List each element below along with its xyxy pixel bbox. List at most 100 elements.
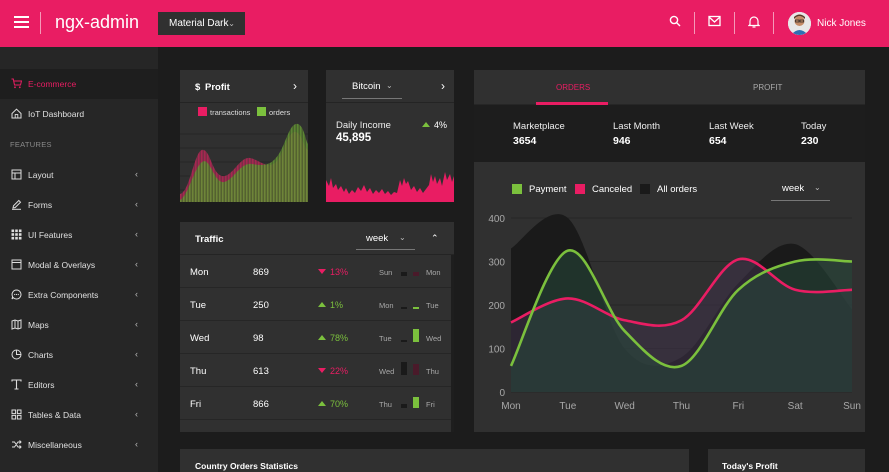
browser-icon <box>11 259 22 270</box>
avatar[interactable] <box>788 12 811 35</box>
legend-payment-swatch <box>512 184 522 194</box>
legend-canceled-label: Canceled <box>592 184 633 195</box>
traffic-day: Mon <box>190 267 209 278</box>
profit-card: $ Profit › transactions orders <box>180 70 308 202</box>
summary-marketplace: Marketplace 3654 <box>513 121 565 147</box>
sidebar-item-tables-data[interactable]: Tables & Data ‹ <box>0 400 158 430</box>
crypto-select-value: Bitcoin <box>352 81 381 92</box>
traffic-prev-day: Sun <box>379 268 393 277</box>
bell-icon[interactable] <box>748 15 760 28</box>
traffic-period-select[interactable]: week ⌄ <box>356 230 415 250</box>
daily-income-label: Daily Income <box>336 120 391 131</box>
table-row: Mon 869 13% Sun Mon <box>180 255 451 288</box>
traffic-value: 866 <box>253 399 269 410</box>
sidebar-item-maps[interactable]: Maps ‹ <box>0 310 158 340</box>
sidebar-item-editors[interactable]: Editors ‹ <box>0 370 158 400</box>
traffic-card-header: Traffic week ⌄ ⌃ <box>180 222 454 255</box>
sidebar-item-forms[interactable]: Forms ‹ <box>0 190 158 220</box>
traffic-prev-bar <box>401 307 407 309</box>
sidebar-item-e-commerce[interactable]: E-commerce <box>0 69 158 99</box>
y-tick-label: 300 <box>488 258 505 269</box>
y-tick-label: 0 <box>499 388 505 399</box>
orders-period-value: week <box>782 183 805 194</box>
x-tick-label: Sun <box>843 401 861 412</box>
orders-period-select[interactable]: week ⌄ <box>771 178 830 201</box>
y-tick-label: 200 <box>488 301 505 312</box>
shuffle-icon <box>12 440 22 449</box>
todays-profit-title: Today's Profit <box>722 461 778 471</box>
country-orders-card: Country Orders Statistics <box>180 449 689 472</box>
grid-2x2-icon <box>11 409 22 420</box>
sidebar: E-commerce IoT Dashboard FEATURES Layout… <box>0 47 158 472</box>
summary-last-month: Last Month 946 <box>613 121 660 147</box>
chevron-left-icon: ‹ <box>135 409 138 419</box>
sidebar-item-extra-components[interactable]: Extra Components ‹ <box>0 280 158 310</box>
sidebar-item-ui-features[interactable]: UI Features ‹ <box>0 220 158 250</box>
bitcoin-card: Bitcoin ⌄ › Daily Income 4% 45,895 <box>326 70 454 202</box>
sidebar-item-iot-dashboard[interactable]: IoT Dashboard <box>0 99 158 129</box>
search-icon[interactable] <box>669 15 681 27</box>
sidebar-item-charts[interactable]: Charts ‹ <box>0 340 158 370</box>
crypto-select[interactable]: Bitcoin ⌄ <box>342 78 402 99</box>
sidebar-item-label: Charts <box>28 350 54 360</box>
table-row: Tue 250 1% Mon Tue <box>180 288 451 321</box>
user-name[interactable]: Nick Jones <box>817 18 866 29</box>
table-row: Thu 613 22% Wed Thu <box>180 354 451 387</box>
traffic-day: Tue <box>190 300 207 311</box>
traffic-scrollbar[interactable] <box>451 255 454 432</box>
arrow-up-icon <box>318 302 326 307</box>
sidebar-item-label: E-commerce <box>28 79 77 89</box>
chevron-left-icon: ‹ <box>135 199 138 209</box>
chevron-left-icon: ‹ <box>135 289 138 299</box>
app-title[interactable]: ngx-admin <box>55 12 140 32</box>
profit-card-header[interactable]: $ Profit › <box>180 70 308 103</box>
edit-icon <box>12 199 22 210</box>
traffic-delta: 78% <box>318 333 348 343</box>
orders-tabs: ORDERS PROFIT <box>474 70 865 105</box>
traffic-prev-day: Tue <box>379 334 392 343</box>
orders-summary: Marketplace 3654 Last Month 946 Last Wee… <box>474 105 865 162</box>
x-tick-label: Mon <box>501 401 520 412</box>
chevron-down-icon: ⌄ <box>399 233 406 242</box>
chevron-right-icon[interactable]: › <box>441 79 445 93</box>
theme-select[interactable]: Material Dark ⌄ <box>158 12 245 35</box>
table-row: Fri 866 70% Thu Fri <box>180 387 451 420</box>
chevron-down-icon: ⌄ <box>814 183 821 192</box>
sidebar-item-label: Editors <box>28 380 55 390</box>
tab-orders[interactable]: ORDERS <box>556 83 591 92</box>
chevron-down-icon: ⌄ <box>386 81 393 90</box>
mail-icon[interactable] <box>708 15 721 27</box>
summary-label: Marketplace <box>513 121 565 132</box>
traffic-day: Wed <box>190 333 210 344</box>
x-tick-label: Tue <box>559 401 576 412</box>
summary-value: 3654 <box>513 135 537 147</box>
summary-value: 946 <box>613 135 631 147</box>
chevron-left-icon: ‹ <box>135 229 138 239</box>
traffic-prev-day: Wed <box>379 367 395 376</box>
pie-chart-icon <box>11 349 22 360</box>
top-header: ngx-admin Material Dark ⌄ Nick Jones <box>0 0 889 47</box>
chevron-up-icon[interactable]: ⌃ <box>431 233 439 243</box>
profit-mini-chart <box>180 123 308 202</box>
grid-icon <box>11 229 22 240</box>
menu-icon[interactable] <box>14 16 29 28</box>
traffic-prev-bar <box>401 272 407 276</box>
tab-profit[interactable]: PROFIT <box>753 83 783 92</box>
income-change: 4% <box>422 120 447 130</box>
chevron-left-icon: ‹ <box>135 379 138 389</box>
traffic-table: Mon 869 13% Sun Mon Tue 250 1% Mon Tue Wed 98 78% Tue… <box>180 255 451 432</box>
traffic-prev-day: Thu <box>379 400 392 409</box>
traffic-curr-day: Fri <box>426 400 435 409</box>
legend-payment-label: Payment <box>529 184 567 195</box>
sidebar-item-label: Modal & Overlays <box>28 260 96 270</box>
sidebar-item-modal-overlays[interactable]: Modal & Overlays ‹ <box>0 250 158 280</box>
chevron-left-icon: ‹ <box>135 319 138 329</box>
traffic-curr-bar <box>413 307 419 309</box>
summary-label: Last Week <box>709 121 754 132</box>
sidebar-item-miscellaneous[interactable]: Miscellaneous ‹ <box>0 430 158 460</box>
sidebar-item-layout[interactable]: Layout ‹ <box>0 160 158 190</box>
chevron-left-icon: ‹ <box>135 169 138 179</box>
area-payment <box>511 250 852 392</box>
traffic-value: 869 <box>253 267 269 278</box>
chevron-right-icon[interactable]: › <box>293 79 297 93</box>
